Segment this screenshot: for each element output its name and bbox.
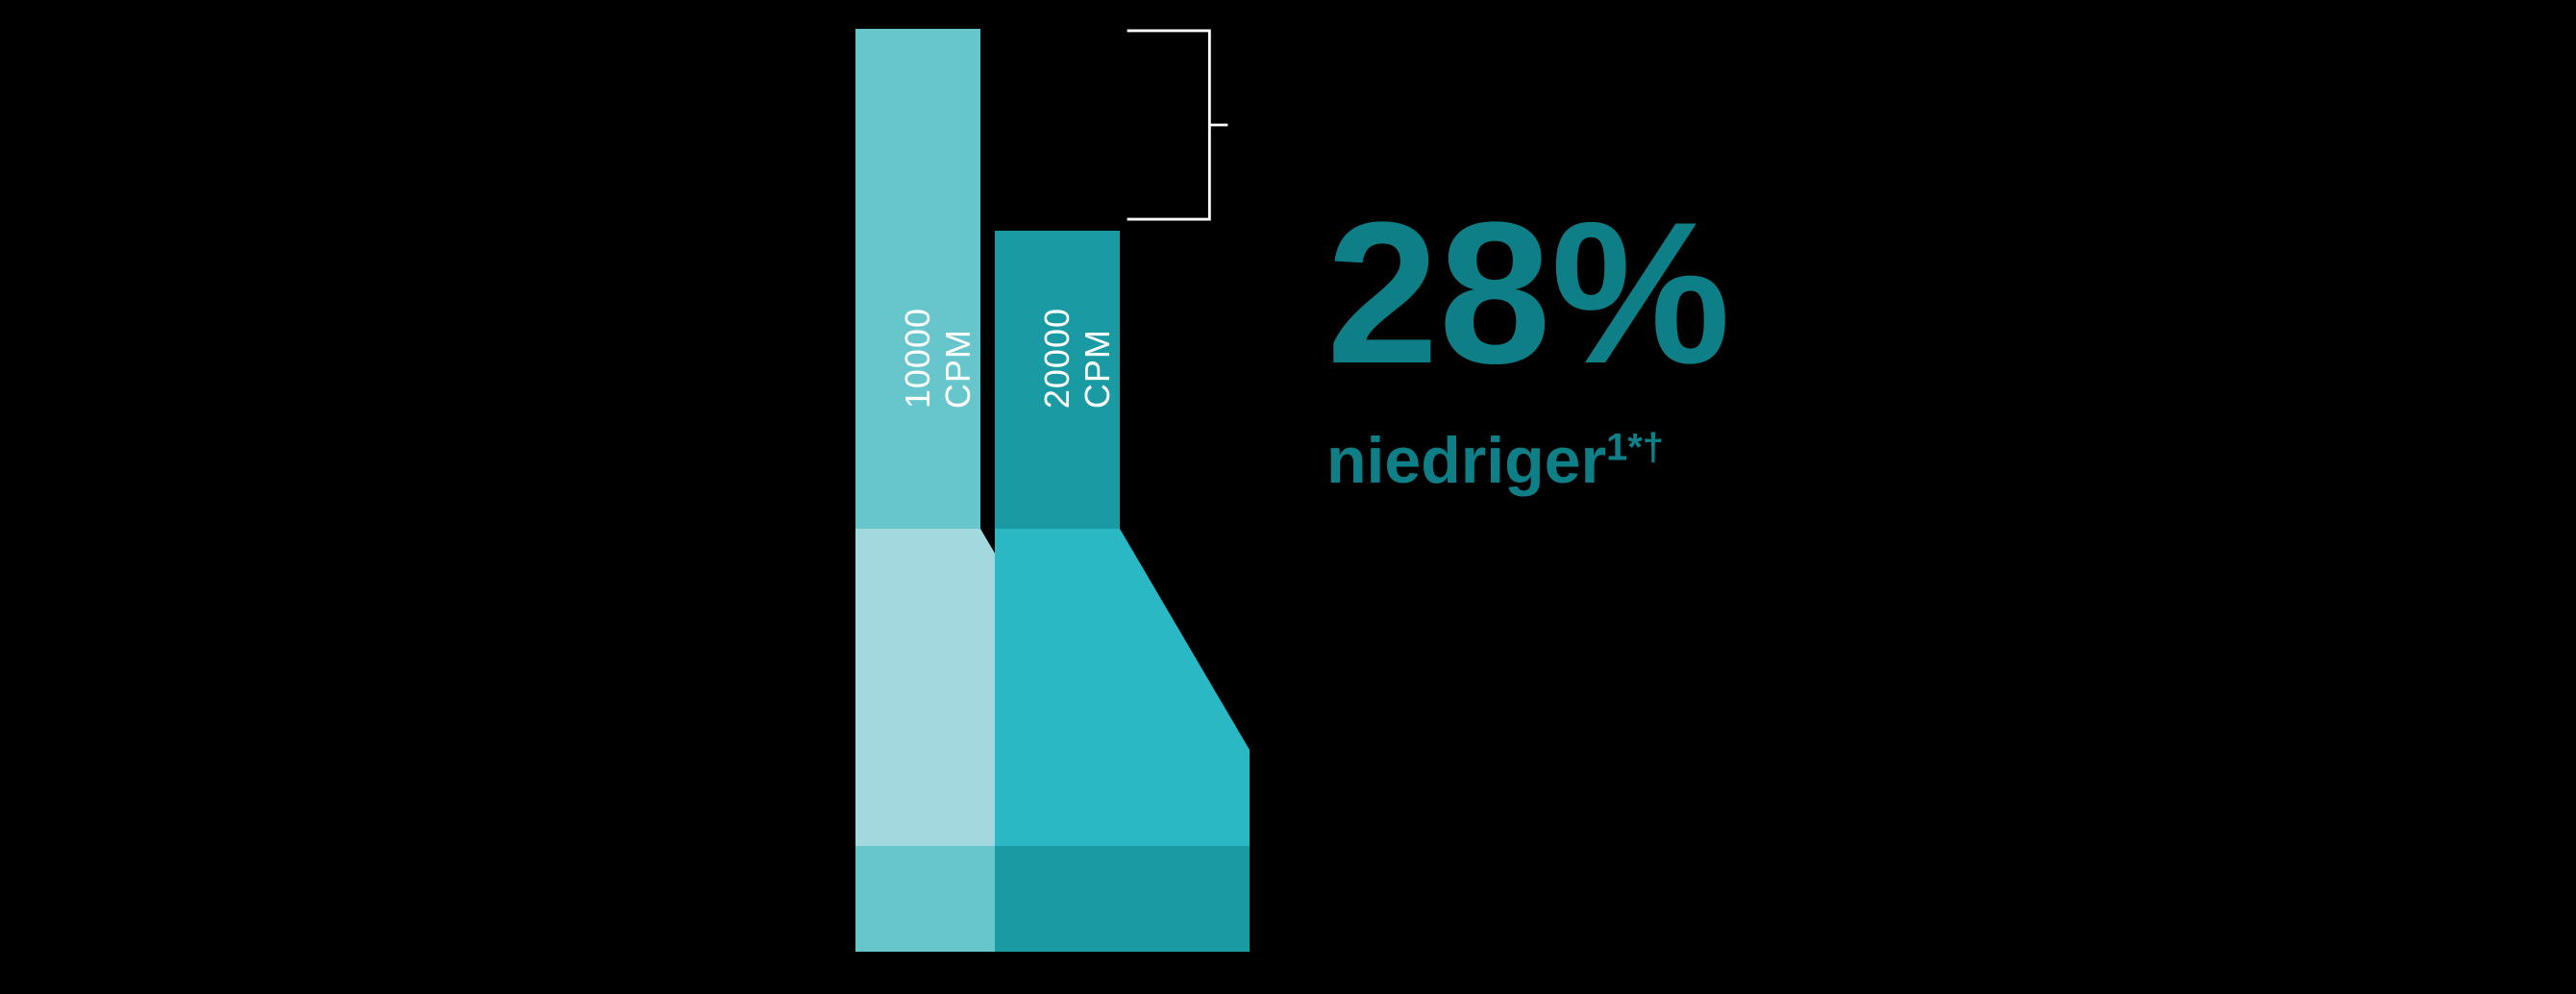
callout-sub-word: niedriger [1326, 424, 1606, 497]
bar-2-base [995, 846, 1250, 952]
callout-percent: 28% [1326, 192, 1730, 394]
bar-2-lower [995, 529, 1250, 846]
bar-1-upper [855, 29, 980, 529]
callout: 28% niedriger1*† [1326, 192, 1730, 498]
bar-1-label: 10000 CPM [898, 308, 978, 409]
callout-superscript: 1*† [1606, 426, 1664, 468]
bar-2-label: 20000 CPM [1037, 308, 1118, 409]
callout-subtext: niedriger1*† [1326, 423, 1730, 498]
difference-bracket [1125, 29, 1230, 221]
